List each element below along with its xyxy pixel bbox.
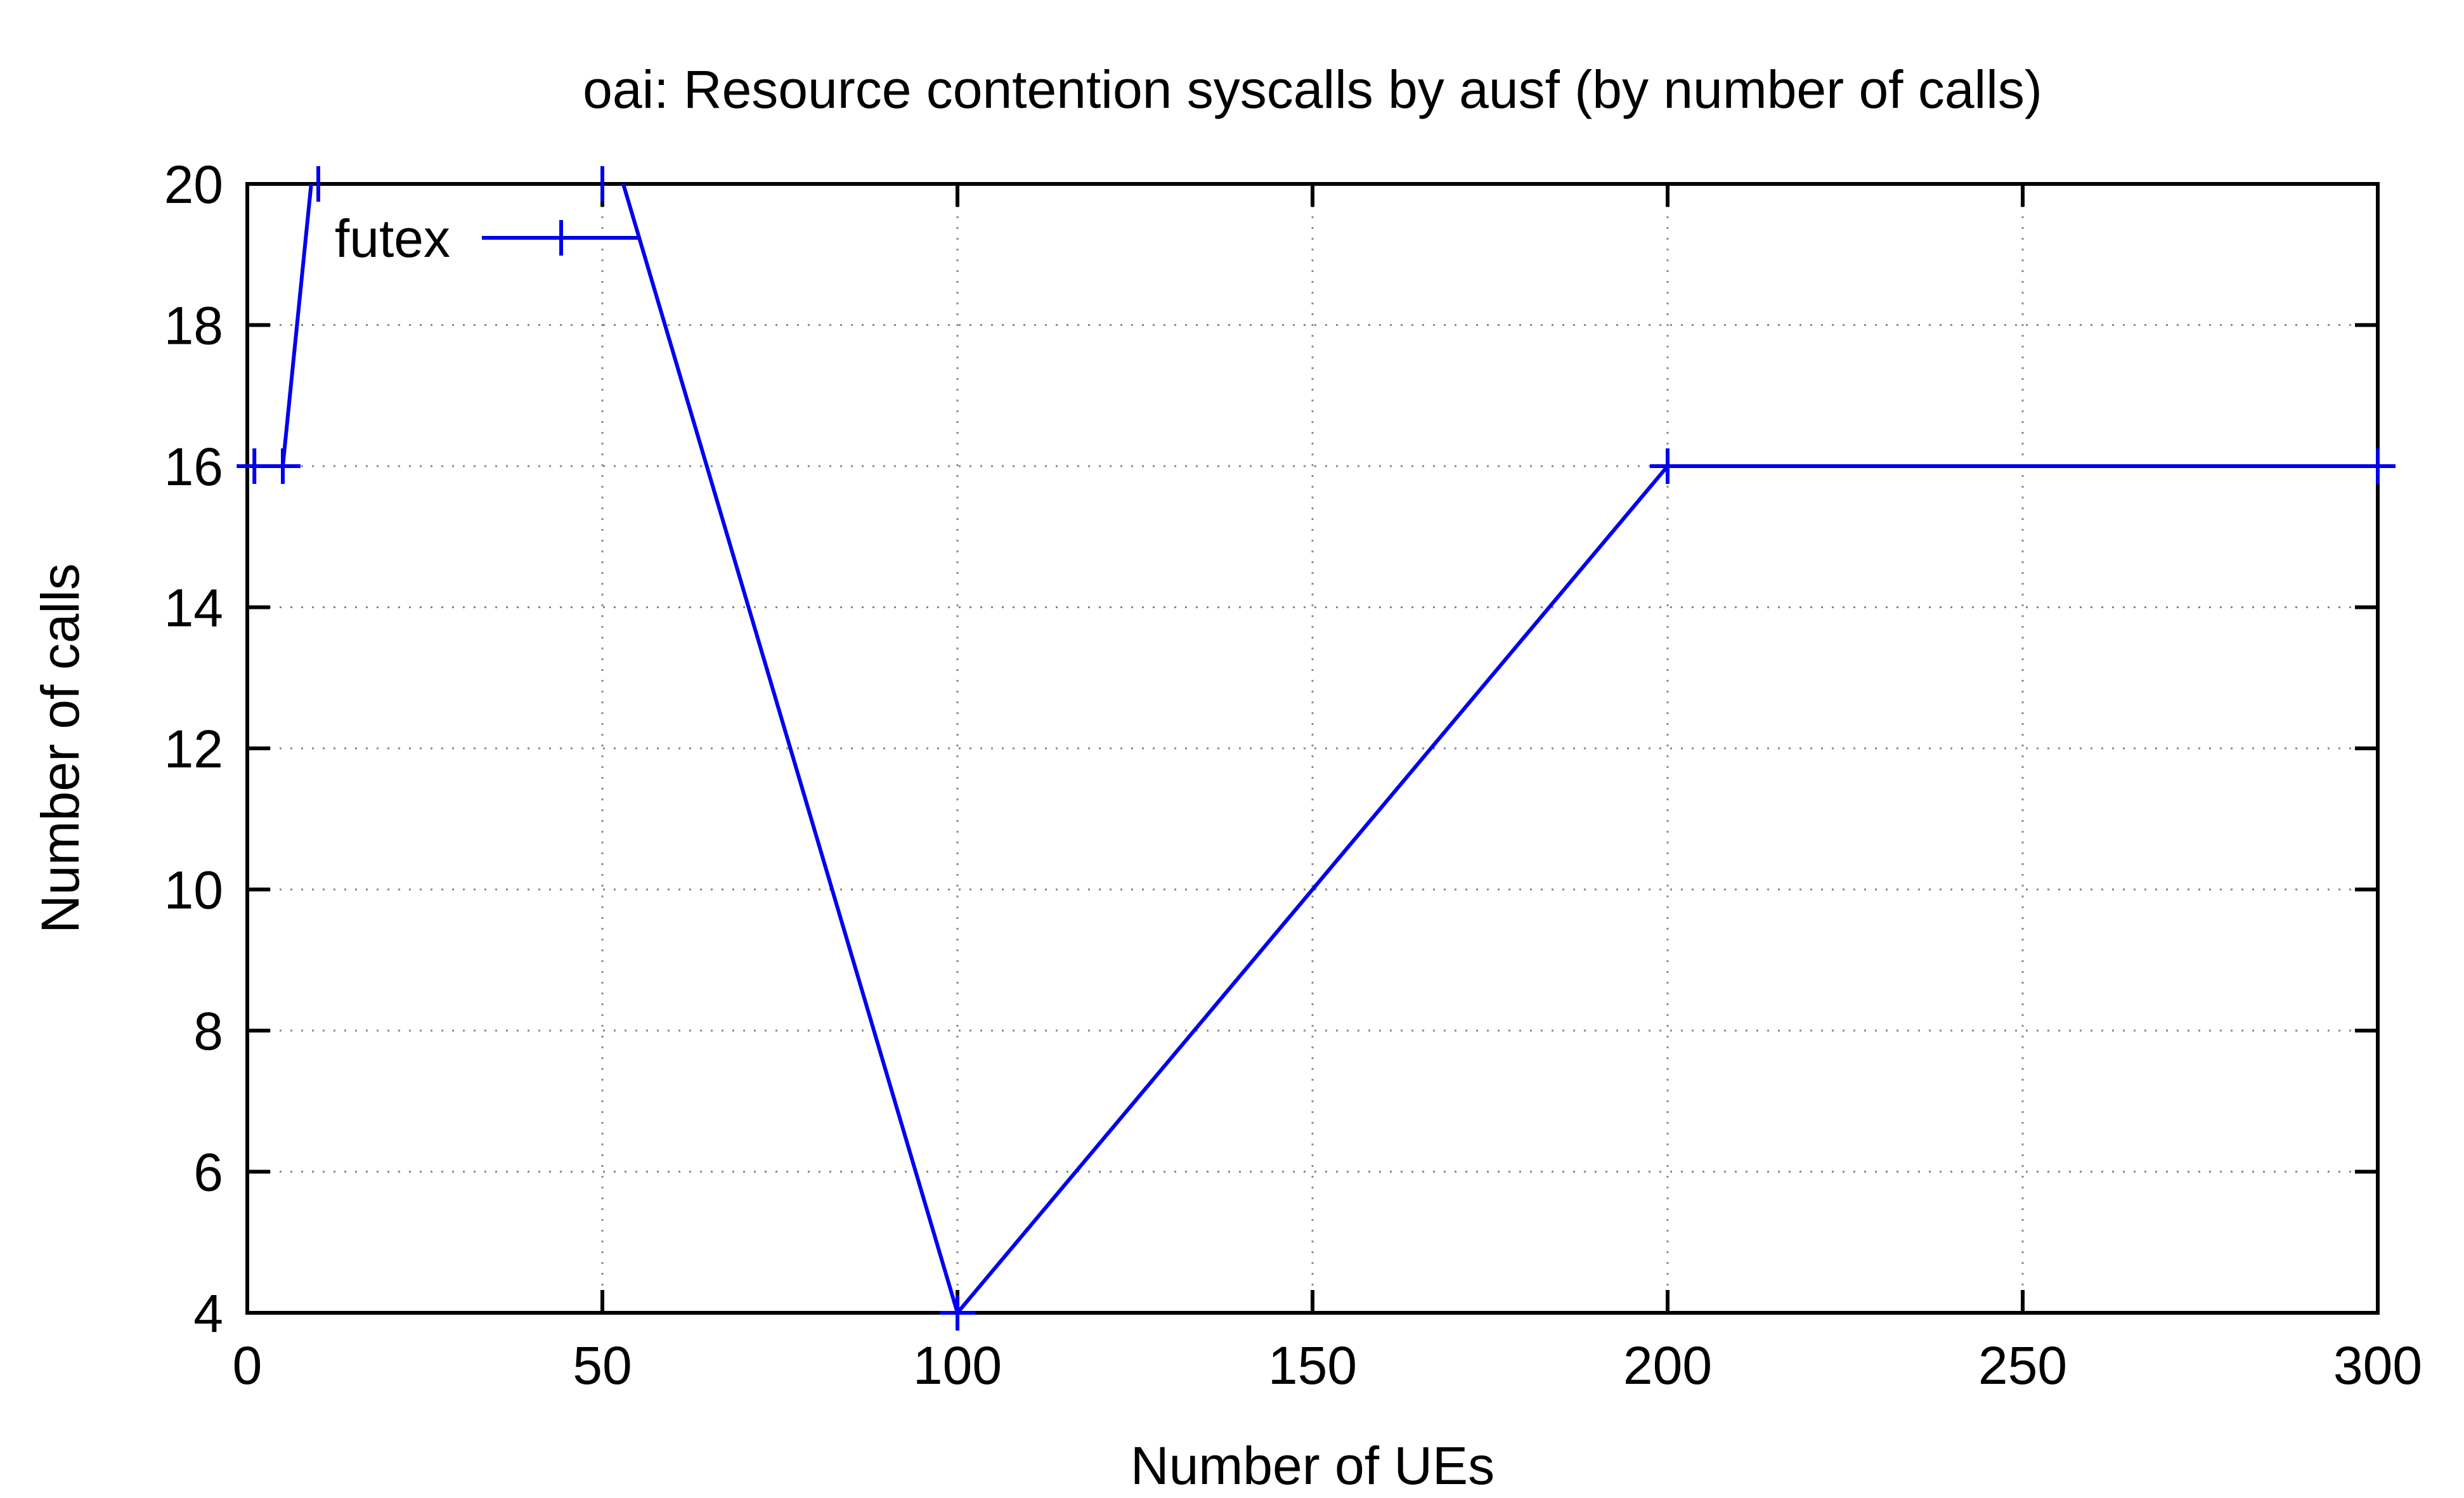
y-axis-tick-labels: 4 6 8 10 12 14 16 18 20	[164, 155, 223, 1343]
x-tick-label: 200	[1623, 1336, 1712, 1395]
x-tick-label: 300	[2333, 1336, 2422, 1395]
x-tick-label: 150	[1268, 1336, 1357, 1395]
data-point-marker	[2360, 448, 2396, 484]
legend-label: futex	[335, 209, 450, 268]
data-point-marker	[265, 448, 301, 484]
x-tick-label: 100	[913, 1336, 1002, 1395]
x-tick-label: 50	[573, 1336, 632, 1395]
x-axis-tick-labels: 0 50 100 150 200 250 300	[233, 1336, 2422, 1395]
y-tick-label: 4	[193, 1284, 223, 1343]
data-point-marker	[940, 1295, 975, 1331]
chart-title: oai: Resource contention syscalls by aus…	[583, 60, 2042, 119]
data-point-marker	[1650, 448, 1685, 484]
y-tick-label: 14	[164, 578, 223, 638]
y-tick-label: 8	[193, 1001, 223, 1061]
y-tick-label: 6	[193, 1143, 223, 1202]
x-axis-label: Number of UEs	[1131, 1436, 1495, 1495]
y-tick-label: 10	[164, 861, 223, 920]
y-tick-label: 18	[164, 296, 223, 356]
y-tick-label: 20	[164, 155, 223, 214]
legend: futex	[335, 209, 640, 268]
x-tick-label: 250	[1978, 1336, 2067, 1395]
plot-area-border	[245, 182, 2380, 1315]
x-tick-label: 0	[233, 1336, 263, 1395]
data-points-outside-top	[237, 166, 2396, 1331]
y-tick-label: 16	[164, 437, 223, 497]
y-axis-label: Number of calls	[30, 563, 90, 934]
y-tick-label: 12	[164, 719, 223, 779]
